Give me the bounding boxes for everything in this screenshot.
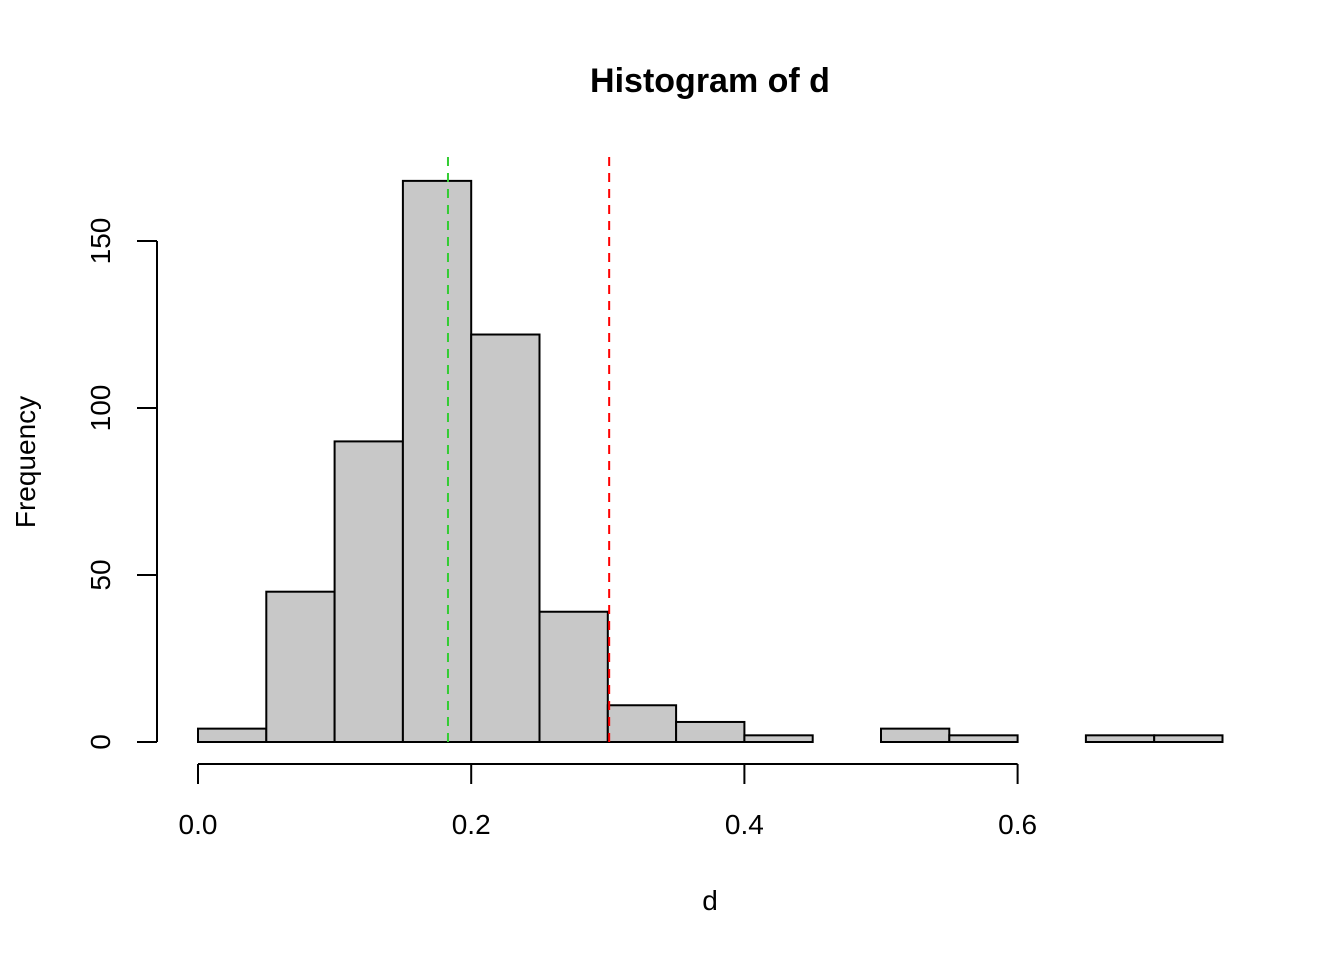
histogram-bar-6 — [606, 704, 678, 744]
histogram-bar-5 — [538, 610, 609, 743]
histogram-bar-1 — [265, 590, 336, 744]
x-tick-label-2: 0.4 — [725, 809, 764, 840]
y-tick-label-1: 50 — [85, 559, 116, 590]
histogram-bar-8 — [743, 734, 814, 744]
y-axis: 0 50 100 150 — [85, 218, 158, 750]
histogram-bar-4 — [470, 333, 541, 743]
histogram-bar-0 — [197, 727, 268, 744]
histogram-bar-13 — [1084, 734, 1156, 744]
x-tick-label-0: 0.0 — [179, 809, 218, 840]
histogram-bar-14 — [1153, 734, 1224, 744]
reference-lines-group — [446, 157, 611, 742]
y-tick-label-3: 150 — [85, 218, 116, 265]
x-axis-label: d — [702, 885, 718, 916]
histogram-bar-10 — [880, 727, 951, 744]
histogram-bar-11 — [948, 734, 1019, 744]
histogram-bar-7 — [675, 720, 746, 744]
histogram-bar-3 — [401, 179, 473, 743]
x-tick-label-1: 0.2 — [452, 809, 491, 840]
chart-title: Histogram of d — [590, 62, 830, 100]
bars-group — [197, 179, 1224, 744]
x-axis: 0.0 0.2 0.4 0.6 — [179, 763, 1037, 840]
y-tick-label-2: 100 — [85, 385, 116, 432]
histogram-bar-2 — [333, 440, 404, 743]
y-axis-label: Frequency — [10, 396, 41, 528]
y-tick-label-0: 0 — [85, 734, 116, 750]
x-tick-label-3: 0.6 — [998, 809, 1037, 840]
